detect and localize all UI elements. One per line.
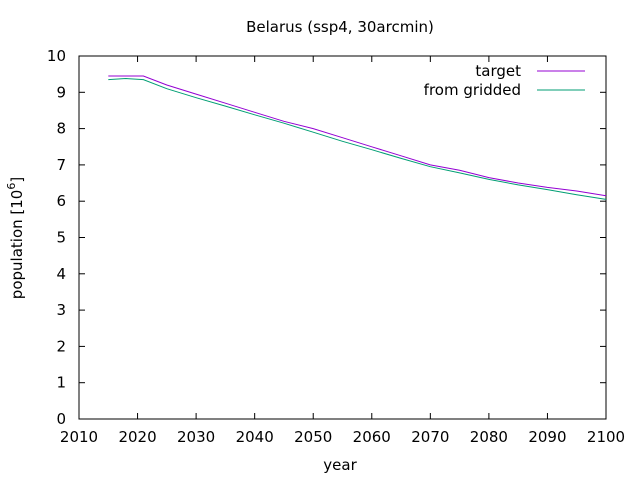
- x-tick-label: 2040: [236, 428, 274, 446]
- x-tick-label: 2030: [177, 428, 215, 446]
- x-tick-label: 2070: [411, 428, 449, 446]
- chart-title: Belarus (ssp4, 30arcmin): [246, 18, 434, 36]
- x-tick-label: 2050: [294, 428, 332, 446]
- legend: target from gridded: [424, 62, 585, 99]
- y-tick-label: 8: [56, 120, 66, 138]
- y-axis-ticks: 0 1 2 3 4 5 6 7 8 9 10: [47, 47, 606, 428]
- y-tick-label: 2: [56, 337, 66, 355]
- x-tick-label: 2010: [60, 428, 98, 446]
- x-tick-label: 2080: [470, 428, 508, 446]
- plot-frame: [78, 55, 607, 420]
- x-tick-label: 2060: [353, 428, 391, 446]
- series-lines: [108, 75, 607, 200]
- y-tick-label: 4: [56, 265, 66, 283]
- x-tick-label: 2100: [587, 428, 625, 446]
- plot-border: [78, 55, 607, 420]
- legend-label-from-gridded: from gridded: [424, 81, 521, 99]
- y-tick-label: 5: [56, 229, 66, 247]
- y-tick-label: 1: [56, 374, 66, 392]
- legend-label-target: target: [475, 62, 521, 80]
- y-tick-label: 9: [56, 83, 66, 101]
- y-tick-label: 10: [47, 47, 66, 65]
- y-tick-label: 6: [56, 192, 66, 210]
- x-tick-label: 2090: [528, 428, 566, 446]
- y-tick-label: 3: [56, 301, 66, 319]
- x-tick-label: 2020: [118, 428, 156, 446]
- y-axis-label-close: ]: [8, 177, 26, 183]
- y-axis-label: population [106]: [5, 177, 26, 299]
- x-axis-ticks: 2010 2020 2030 2040 2050 2060 2070 2080 2090 2100: [60, 56, 625, 446]
- y-axis-label-base: population [10: [8, 190, 26, 300]
- y-tick-label: 7: [56, 156, 66, 174]
- y-tick-label: 0: [56, 410, 66, 428]
- y-axis-label-exponent: 6: [5, 183, 18, 190]
- x-axis-label: year: [323, 456, 357, 474]
- series-line-target: [108, 75, 607, 197]
- series-line-from-gridded: [108, 77, 607, 200]
